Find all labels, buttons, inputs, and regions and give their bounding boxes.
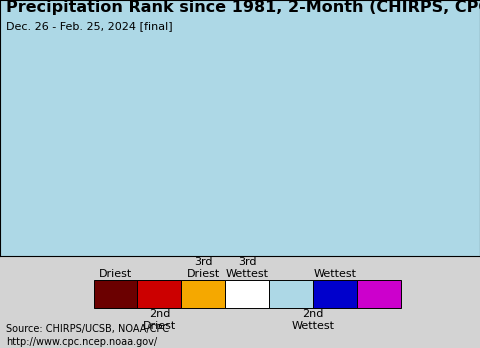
Text: Precipitation Rank since 1981, 2-Month (CHIRPS, CPC): Precipitation Rank since 1981, 2-Month (… — [6, 0, 480, 15]
Text: Dec. 26 - Feb. 25, 2024 [final]: Dec. 26 - Feb. 25, 2024 [final] — [6, 21, 172, 31]
Text: Source: CHIRPS/UCSB, NOAA/CPC: Source: CHIRPS/UCSB, NOAA/CPC — [6, 324, 169, 334]
Text: Driest: Driest — [99, 269, 132, 279]
Text: 3rd
Wettest: 3rd Wettest — [226, 258, 269, 279]
Text: 2nd
Driest: 2nd Driest — [143, 309, 176, 331]
Text: 2nd
Wettest: 2nd Wettest — [291, 309, 335, 331]
Text: 3rd
Driest: 3rd Driest — [187, 258, 220, 279]
Text: Wettest: Wettest — [313, 269, 357, 279]
Text: http://www.cpc.ncep.noaa.gov/: http://www.cpc.ncep.noaa.gov/ — [6, 337, 157, 347]
